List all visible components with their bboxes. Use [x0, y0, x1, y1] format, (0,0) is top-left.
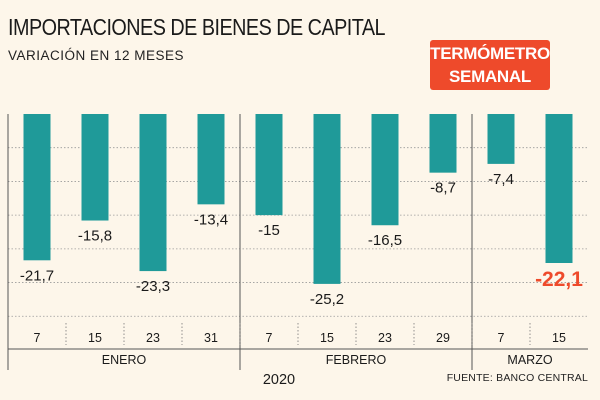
- category-tick-label: 23: [146, 331, 160, 345]
- category-tick-label: 31: [204, 331, 218, 345]
- bar: [139, 114, 167, 272]
- category-tick-label: 7: [498, 331, 505, 345]
- bar: [429, 114, 457, 173]
- chart-subtitle: VARIACIÓN EN 12 MESES: [8, 48, 185, 63]
- data-label: -23,3: [136, 278, 170, 295]
- bar: [313, 114, 341, 284]
- chart-title: IMPORTACIONES DE BIENES DE CAPITAL: [8, 14, 386, 40]
- bar: [255, 114, 283, 216]
- badge-line-1: TERMÓMETRO: [430, 44, 550, 63]
- category-tick-label: 15: [320, 331, 334, 345]
- category-tick-label: 7: [266, 331, 273, 345]
- bar: [487, 114, 515, 164]
- data-label: -16,5: [368, 232, 402, 249]
- data-label: -22,1: [535, 268, 583, 291]
- month-label: ENERO: [102, 353, 147, 367]
- category-tick-label: 23: [378, 331, 392, 345]
- termometro-semanal-badge: TERMÓMETRO SEMANAL: [430, 40, 550, 90]
- data-label: -15: [258, 222, 280, 239]
- data-label: -7,4: [488, 171, 514, 188]
- category-tick-label: 15: [552, 331, 566, 345]
- category-tick-label: 29: [436, 331, 450, 345]
- year-label: 2020: [263, 372, 295, 388]
- data-label: -21,7: [20, 267, 54, 284]
- bar: [197, 114, 225, 205]
- source-note: FUENTE: BANCO CENTRAL: [446, 372, 588, 384]
- badge-line-2: SEMANAL: [449, 67, 531, 86]
- data-label: -15,8: [78, 228, 112, 245]
- data-label: -13,4: [194, 211, 228, 228]
- bar: [545, 114, 573, 263]
- bar: [81, 114, 109, 221]
- category-tick-label: 7: [34, 331, 41, 345]
- category-tick-label: 15: [88, 331, 102, 345]
- bar: [371, 114, 399, 226]
- month-label: FEBRERO: [326, 353, 387, 367]
- data-label: -8,7: [430, 180, 456, 197]
- bar: [23, 114, 51, 261]
- data-label: -25,2: [310, 291, 344, 308]
- month-label: MARZO: [507, 353, 552, 367]
